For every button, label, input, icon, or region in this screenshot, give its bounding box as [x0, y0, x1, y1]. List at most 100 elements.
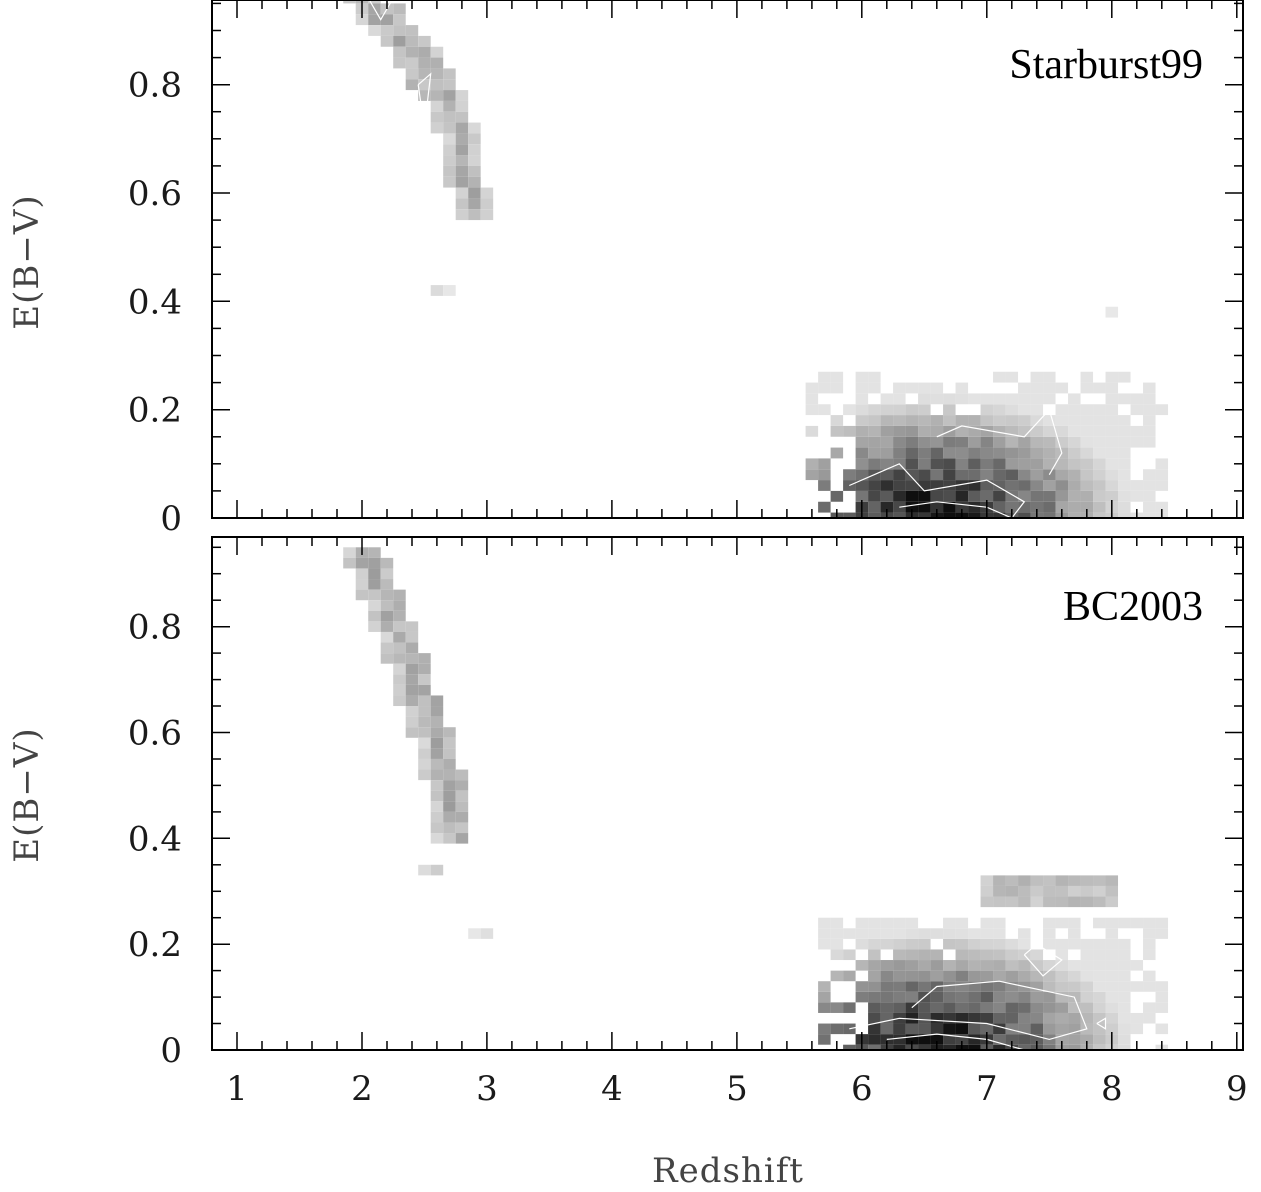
- heatmap-cell: [905, 970, 919, 982]
- heatmap-cell: [393, 46, 406, 58]
- heatmap-cell: [905, 501, 919, 513]
- heatmap-cell: [930, 928, 944, 939]
- heatmap-cell: [1105, 896, 1119, 908]
- heatmap-cell: [1055, 404, 1069, 416]
- heatmap-cell: [955, 425, 969, 437]
- heatmap-cell: [918, 415, 931, 426]
- heatmap-cell: [430, 769, 444, 781]
- heatmap-cell: [930, 490, 944, 502]
- heatmap-cell: [855, 371, 869, 383]
- heatmap-cell: [430, 111, 444, 123]
- heatmap-cell: [843, 425, 856, 437]
- heatmap-cell: [855, 480, 869, 491]
- heatmap-cell: [1030, 480, 1044, 491]
- heatmap-cell: [405, 68, 419, 80]
- heatmap-cell: [1043, 447, 1056, 459]
- heatmap-cell: [455, 822, 469, 834]
- heatmap-cell: [418, 716, 431, 728]
- heatmap-cell: [1005, 447, 1019, 459]
- heatmap-cell: [818, 469, 831, 481]
- x-tick-label: 1: [226, 1069, 248, 1109]
- heatmap-cell: [968, 1012, 981, 1024]
- heatmap-cell: [430, 46, 444, 58]
- heatmap-cell: [980, 896, 994, 908]
- heatmap-cell: [1080, 1012, 1094, 1024]
- heatmap-cell: [1143, 425, 1156, 437]
- heatmap-cell: [918, 436, 931, 448]
- y-axis-title-starburst99: E(B−V): [7, 194, 47, 329]
- heatmap-cell: [968, 512, 981, 518]
- heatmap-cell: [380, 25, 394, 36]
- heatmap-cell: [355, 557, 369, 569]
- contour-line: [417, 72, 432, 129]
- heatmap-cell: [855, 490, 869, 502]
- heatmap-cell: [1105, 393, 1119, 405]
- heatmap-cell: [468, 928, 481, 939]
- heatmap-cell: [818, 458, 831, 470]
- heatmap-cell: [943, 447, 956, 459]
- heatmap-cell: [1068, 896, 1081, 908]
- heatmap-cell: [868, 1023, 881, 1035]
- heatmap-cell: [393, 57, 406, 69]
- heatmap-cell: [1093, 917, 1106, 929]
- heatmap-cell: [1055, 480, 1069, 491]
- heatmap-cell: [380, 557, 394, 569]
- heatmap-cell: [1030, 371, 1044, 383]
- heatmap-cell: [1118, 960, 1131, 971]
- heatmap-cell: [918, 425, 931, 437]
- heatmap-cell: [880, 425, 894, 437]
- heatmap-cell: [1093, 458, 1106, 470]
- heatmap-cell: [393, 35, 406, 47]
- heatmap-cell: [968, 415, 981, 426]
- heatmap-cell: [1005, 991, 1019, 1003]
- heatmap-cell: [830, 928, 844, 939]
- heatmap-cell: [1093, 490, 1106, 502]
- heatmap-cell: [443, 111, 456, 123]
- heatmap-cell: [955, 447, 969, 459]
- heatmap-cell: [880, 393, 894, 405]
- heatmap-cell: [368, 589, 381, 601]
- heatmap-cell: [1055, 382, 1069, 394]
- heatmap-cell: [880, 501, 894, 513]
- heatmap-cell: [1118, 970, 1131, 982]
- heatmap-cell: [1105, 458, 1119, 470]
- heatmap-cell: [918, 458, 931, 470]
- heatmap-cell: [1055, 875, 1069, 886]
- heatmap-cell: [1018, 960, 1031, 971]
- heatmap-cell: [955, 501, 969, 513]
- heatmap-cell: [868, 447, 881, 459]
- plot-frame-bc2003: [211, 536, 1244, 1051]
- heatmap-cell: [1093, 938, 1106, 950]
- heatmap-cell: [1043, 512, 1056, 518]
- heatmap-cell: [1018, 382, 1031, 394]
- x-tick-label: 4: [601, 1069, 623, 1109]
- heatmap-cell: [1055, 917, 1069, 929]
- heatmap-cell: [1080, 960, 1094, 971]
- heatmap-cell: [905, 436, 919, 448]
- heatmap-cell: [430, 833, 444, 844]
- heatmap-cell: [868, 415, 881, 426]
- contour-line: [886, 1033, 1025, 1050]
- heatmap-cell: [1080, 415, 1094, 426]
- heatmap-cell: [1018, 501, 1031, 513]
- heatmap-cell: [1005, 885, 1019, 897]
- heatmap-cell: [905, 960, 919, 971]
- heatmap-cell: [1105, 371, 1119, 383]
- heatmap-cell: [955, 949, 969, 961]
- heatmap-cell: [1143, 1002, 1156, 1013]
- heatmap-cell: [1043, 415, 1056, 426]
- heatmap-cell: [893, 1034, 906, 1045]
- heatmap-cell: [1143, 512, 1156, 518]
- heatmap-cell: [830, 938, 844, 950]
- heatmap-cell: [968, 960, 981, 971]
- heatmap-cell: [930, 415, 944, 426]
- heatmap-cell: [1118, 436, 1131, 448]
- heatmap-cell: [468, 209, 481, 221]
- heatmap-cell: [868, 1034, 881, 1045]
- heatmap-cell: [955, 1002, 969, 1013]
- heatmap-cell: [1155, 928, 1169, 939]
- heatmap-cell: [980, 1002, 994, 1013]
- heatmap-cell: [980, 981, 994, 992]
- heatmap-cell: [380, 589, 394, 601]
- heatmap-cell: [993, 501, 1006, 513]
